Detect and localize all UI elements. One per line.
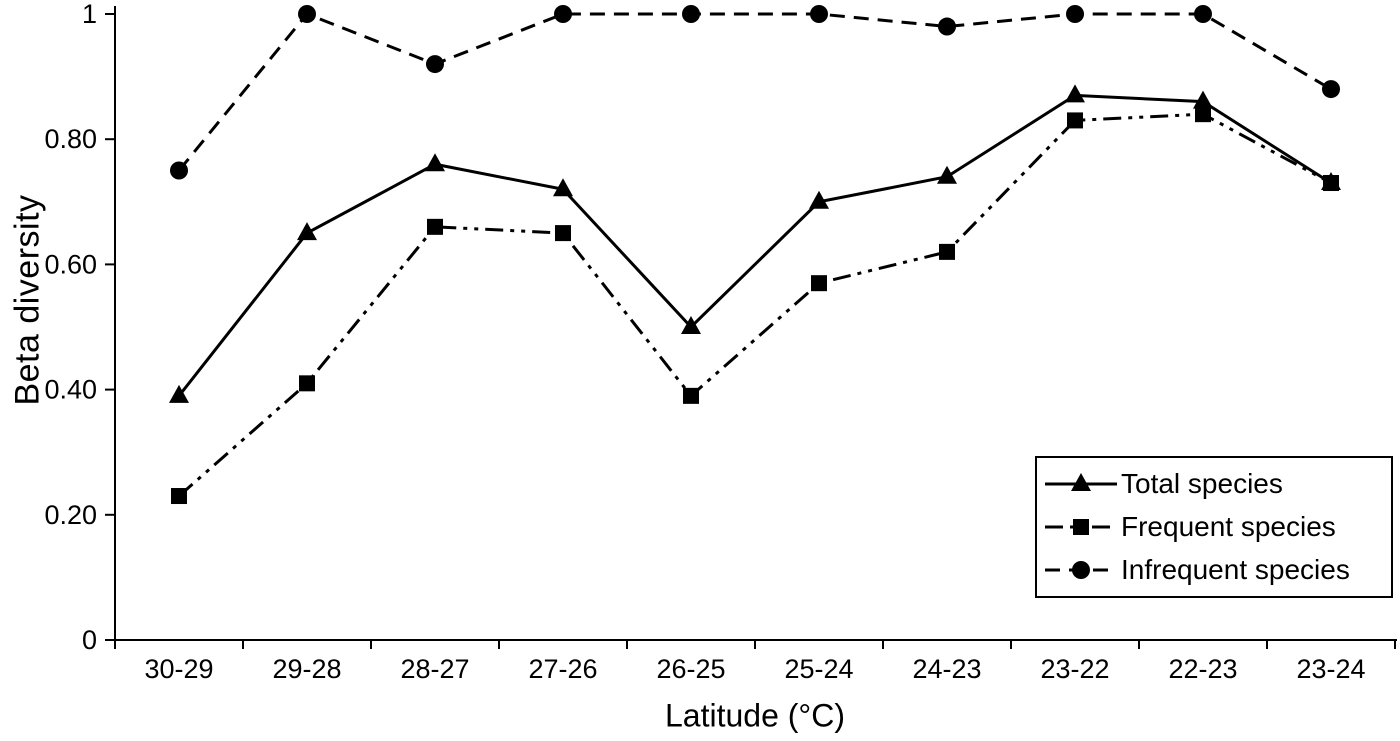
circle-marker bbox=[810, 5, 828, 23]
x-tick-label: 24-23 bbox=[912, 654, 981, 684]
triangle-marker bbox=[553, 178, 573, 197]
y-tick-label: 0.60 bbox=[44, 249, 97, 279]
legend: Total species Frequent species Infrequent … bbox=[1035, 456, 1393, 598]
triangle-marker bbox=[1071, 472, 1091, 491]
series-circle bbox=[170, 5, 1340, 180]
x-tick-label: 23-24 bbox=[1296, 654, 1365, 684]
triangle-marker bbox=[297, 222, 317, 241]
square-marker bbox=[427, 218, 443, 235]
y-axis-label: Beta diversity bbox=[8, 194, 47, 406]
square-marker bbox=[1067, 112, 1083, 129]
square-marker bbox=[939, 243, 955, 260]
circle-marker bbox=[170, 161, 188, 180]
circle-marker bbox=[938, 17, 956, 36]
x-tick-label: 27-26 bbox=[528, 654, 597, 684]
circle-marker bbox=[1072, 561, 1090, 580]
square-marker bbox=[555, 225, 571, 242]
legend-item: Infrequent species bbox=[1043, 549, 1387, 591]
x-tick-label: 29-28 bbox=[272, 654, 341, 684]
x-tick-label: 22-23 bbox=[1168, 654, 1237, 684]
triangle-marker bbox=[425, 153, 445, 172]
triangle-marker bbox=[1065, 84, 1085, 103]
circle-marker bbox=[554, 5, 572, 23]
square-marker bbox=[299, 375, 315, 392]
triangle-marker bbox=[809, 190, 829, 209]
square-marker bbox=[811, 275, 827, 292]
x-tick-label: 23-22 bbox=[1040, 654, 1109, 684]
circle-marker bbox=[1322, 80, 1340, 99]
legend-label: Infrequent species bbox=[1121, 554, 1350, 586]
triangle-marker bbox=[937, 165, 957, 184]
square-marker bbox=[1195, 106, 1211, 123]
triangle-marker bbox=[1193, 90, 1213, 109]
x-tick-label: 25-24 bbox=[784, 654, 853, 684]
series-line bbox=[178, 112, 1332, 498]
square-marker bbox=[171, 488, 187, 505]
series-line bbox=[177, 12, 1332, 172]
y-tick-label: 0.40 bbox=[44, 375, 97, 405]
series-triangle bbox=[169, 84, 1341, 403]
y-tick-label: 0 bbox=[82, 625, 97, 655]
x-tick-label: 28-27 bbox=[400, 654, 469, 684]
circle-marker bbox=[682, 5, 700, 23]
legend-sample-square-icon bbox=[1045, 518, 1117, 535]
y-tick-label: 0.20 bbox=[44, 500, 97, 530]
circle-marker bbox=[1194, 5, 1212, 23]
legend-sample-triangle-icon bbox=[1045, 472, 1117, 491]
x-tick-label: 26-25 bbox=[656, 654, 725, 684]
y-tick-label: 0.80 bbox=[44, 124, 97, 154]
circle-marker bbox=[426, 55, 444, 74]
legend-label: Total species bbox=[1121, 467, 1283, 499]
circle-marker bbox=[298, 5, 316, 23]
series-line bbox=[177, 93, 1332, 397]
circle-marker bbox=[1066, 5, 1084, 23]
x-tick-label: 30-29 bbox=[144, 654, 213, 684]
square-marker bbox=[683, 387, 699, 404]
x-axis-label: Latitude (°C) bbox=[665, 697, 845, 734]
triangle-marker bbox=[169, 384, 189, 403]
legend-item: Frequent species bbox=[1043, 506, 1387, 548]
triangle-marker bbox=[681, 316, 701, 334]
square-marker bbox=[1073, 518, 1089, 535]
series-square bbox=[171, 106, 1339, 505]
square-marker bbox=[1323, 175, 1339, 192]
legend-label: Frequent species bbox=[1121, 510, 1336, 542]
y-tick-label: 1 bbox=[82, 0, 97, 29]
legend-item: Total species bbox=[1043, 463, 1387, 505]
legend-sample-circle-icon bbox=[1045, 561, 1117, 580]
